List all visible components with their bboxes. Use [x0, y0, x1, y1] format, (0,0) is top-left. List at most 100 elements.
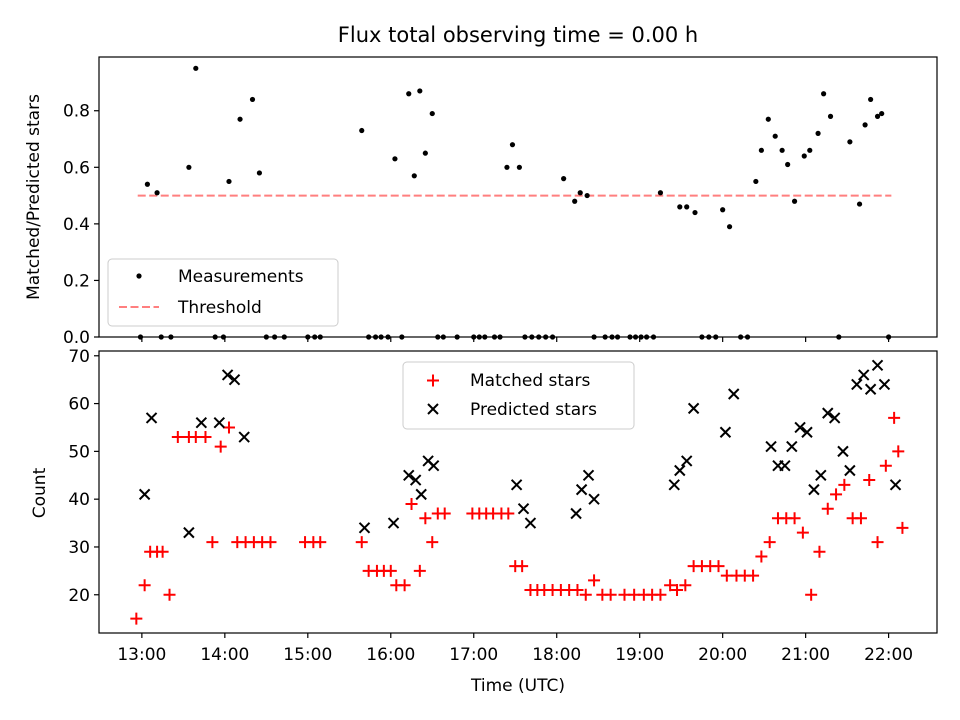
predicted-stars-point — [680, 455, 693, 467]
predicted-stars-point — [415, 488, 427, 501]
predicted-stars-point — [524, 517, 537, 529]
x-tick-label: 22:00 — [864, 645, 913, 665]
matched-stars-point — [896, 521, 909, 534]
predicted-stars-point — [837, 445, 849, 458]
matched-stars-point — [206, 536, 219, 549]
x-tick-label: 15:00 — [283, 645, 332, 665]
matched-stars-point — [138, 579, 151, 592]
matched-stars-point — [863, 474, 876, 487]
matched-stars-legend-label: Matched stars — [470, 371, 590, 391]
measurement-point — [657, 190, 664, 196]
measurement-point — [684, 204, 690, 210]
measurement-point — [584, 192, 590, 199]
predicted-stars-point — [889, 479, 902, 491]
matched-stars-point — [426, 536, 439, 549]
predicted-stars-point — [213, 416, 226, 429]
measurement-point — [186, 164, 192, 170]
matched-stars-point — [438, 507, 451, 520]
matched-stars-point — [130, 612, 143, 625]
x-axis-label: Time (UTC) — [470, 676, 565, 696]
matched-stars-point — [502, 507, 515, 520]
matched-stars-point — [871, 536, 884, 549]
predicted-stars-point — [858, 369, 870, 381]
matched-stars-point — [419, 512, 432, 525]
x-tick-label: 21:00 — [781, 645, 830, 665]
predicted-stars-point — [582, 469, 595, 481]
measurement-point — [874, 113, 881, 119]
x-tick-label: 13:00 — [117, 645, 166, 665]
top-axis-ticks: 0.0 0.2 0.4 0.6 0.8 — [63, 102, 890, 348]
matched-stars-point — [805, 588, 818, 601]
bottom-y-tick-label: 70 — [68, 347, 90, 367]
predicted-stars-point — [238, 431, 250, 443]
measurement-point — [406, 91, 412, 97]
matched-stars-point — [171, 431, 184, 444]
x-tick-label: 17:00 — [449, 645, 498, 665]
measurement-point — [193, 65, 199, 71]
predicted-stars-point — [409, 474, 422, 486]
measurement-point — [765, 116, 771, 122]
measurement-point — [753, 178, 759, 185]
measurement-point — [392, 156, 398, 162]
matched-stars-point — [199, 431, 212, 444]
predicted-stars-point — [794, 421, 806, 434]
predicted-stars-point — [228, 373, 241, 386]
matched-stars-point — [763, 536, 776, 549]
measurement-point — [815, 130, 821, 136]
predicted-stars-point — [864, 383, 877, 395]
measurement-point — [226, 178, 232, 185]
predicted-stars-point — [808, 483, 820, 496]
matched-stars-point — [813, 545, 826, 558]
measurement-point — [827, 113, 834, 119]
bottom-plot-area — [130, 359, 909, 625]
predicted-stars-point — [822, 407, 834, 419]
bottom-legend: Matched stars Predicted stars — [402, 361, 635, 430]
matched-stars-point — [405, 497, 418, 510]
matched-stars-point — [854, 512, 867, 525]
predicted-stars-point — [427, 460, 440, 472]
bottom-y-tick-label: 40 — [68, 490, 90, 510]
bottom-y-tick-label: 60 — [68, 395, 90, 415]
matched-stars-point — [671, 583, 684, 596]
matched-stars-point — [892, 445, 905, 458]
predicted-stars-point — [815, 469, 827, 481]
measurement-point — [249, 96, 256, 103]
matched-stars-point — [516, 560, 529, 573]
measurement-point — [572, 198, 578, 204]
predicted-stars-legend-label: Predicted stars — [470, 400, 597, 420]
predicted-stars-point — [779, 460, 791, 472]
measurement-point — [801, 153, 807, 159]
predicted-stars-point — [145, 412, 158, 424]
measurement-point — [726, 224, 733, 230]
predicted-stars-point — [403, 469, 415, 481]
predicted-stars-point — [668, 479, 680, 491]
measurement-point — [417, 88, 423, 94]
measurement-point — [862, 122, 868, 128]
predicted-stars-point — [138, 488, 151, 501]
predicted-stars-point — [387, 517, 400, 529]
predicted-stars-point — [728, 388, 740, 400]
top-legend: Measurements Threshold — [107, 258, 339, 327]
bottom-y-axis-label: Count — [30, 467, 50, 518]
predicted-stars-point — [719, 426, 732, 438]
matched-stars-point — [163, 588, 176, 601]
measurements-legend-label: Measurements — [178, 267, 304, 287]
measurement-point — [429, 110, 435, 117]
top-y-tick-label: 0.4 — [63, 215, 90, 235]
x-tick-label: 18:00 — [532, 645, 581, 665]
predicted-stars-point — [195, 416, 208, 429]
top-legend-box — [107, 258, 339, 327]
bottom-y-tick-label: 30 — [68, 538, 90, 558]
predicted-stars-point — [871, 359, 884, 372]
predicted-stars-point — [221, 369, 234, 381]
matched-stars-point — [664, 579, 677, 592]
predicted-stars-point — [765, 440, 777, 453]
predicted-stars-point — [183, 526, 195, 539]
measurements-legend-marker — [136, 273, 142, 279]
measurement-point — [879, 110, 885, 117]
predicted-stars-point — [575, 483, 588, 496]
top-y-tick-label: 0.8 — [63, 102, 90, 122]
matched-stars-point — [264, 536, 277, 549]
matched-stars-point — [830, 488, 843, 501]
matched-stars-point — [604, 588, 617, 601]
